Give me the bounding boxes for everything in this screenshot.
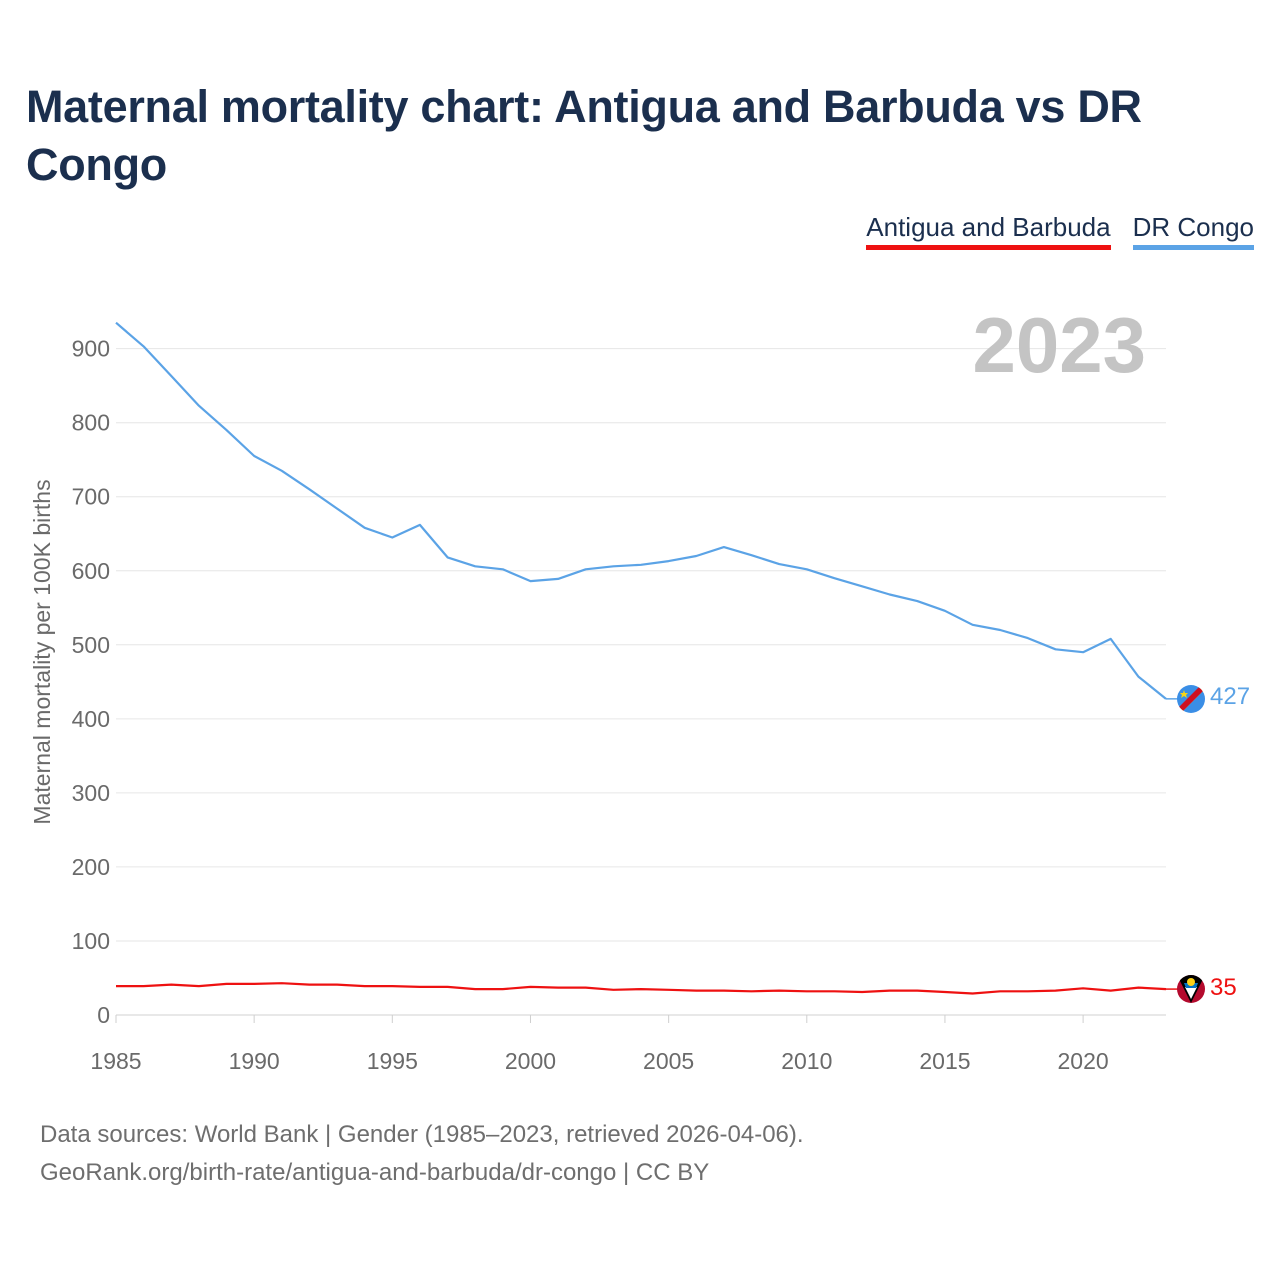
y-tick-label: 0 [97,1002,110,1028]
y-tick-label: 400 [72,706,110,732]
footer: Data sources: World Bank | Gender (1985–… [40,1116,804,1192]
y-tick-label: 100 [72,928,110,954]
x-axis-ticks: 1985 1990 1995 2000 2005 2010 2015 2020 [90,1015,1109,1074]
x-tick-label: 2010 [781,1048,832,1074]
dr-congo-end-value: 427 [1210,683,1250,710]
antigua-flag-icon [1177,975,1205,1003]
antigua-end-value: 35 [1210,974,1237,1001]
y-tick-label: 700 [72,484,110,510]
chart-title: Maternal mortality chart: Antigua and Ba… [26,81,1142,190]
legend-item-antigua-and-barbuda[interactable]: Antigua and Barbuda [866,212,1111,250]
x-tick-label: 2015 [919,1048,970,1074]
y-axis-ticks: 0 100 200 300 400 500 600 700 800 900 [72,336,110,1028]
x-tick-label: 2005 [643,1048,694,1074]
dr-congo-flag-icon [1177,685,1205,713]
x-tick-label: 2000 [505,1048,556,1074]
x-tick-label: 1995 [367,1048,418,1074]
y-tick-label: 200 [72,854,110,880]
gridlines [116,348,1166,1016]
x-tick-label: 1990 [229,1048,280,1074]
x-tick-label: 2020 [1058,1048,1109,1074]
y-tick-label: 500 [72,632,110,658]
legend: Antigua and Barbuda DR Congo [866,212,1254,250]
y-tick-label: 800 [72,410,110,436]
legend-item-dr-congo[interactable]: DR Congo [1132,212,1254,250]
y-tick-label: 600 [72,558,110,584]
footer-url: GeoRank.org/birth-rate/antigua-and-barbu… [40,1159,710,1186]
line-chart: 0 100 200 300 400 500 600 700 800 900 1985 1990 199… [29,301,1250,1074]
series-line-antigua-and-barbuda [116,982,1167,995]
series-lines [115,321,1180,995]
y-tick-label: 900 [72,336,110,362]
year-watermark: 2023 [972,301,1146,389]
footer-source: Data sources: World Bank | Gender (1985–… [40,1121,804,1148]
x-tick-label: 1985 [90,1048,141,1074]
y-axis-label: Maternal mortality per 100K births [29,479,55,824]
y-tick-label: 300 [72,780,110,806]
series-line-dr-congo [115,321,1167,700]
